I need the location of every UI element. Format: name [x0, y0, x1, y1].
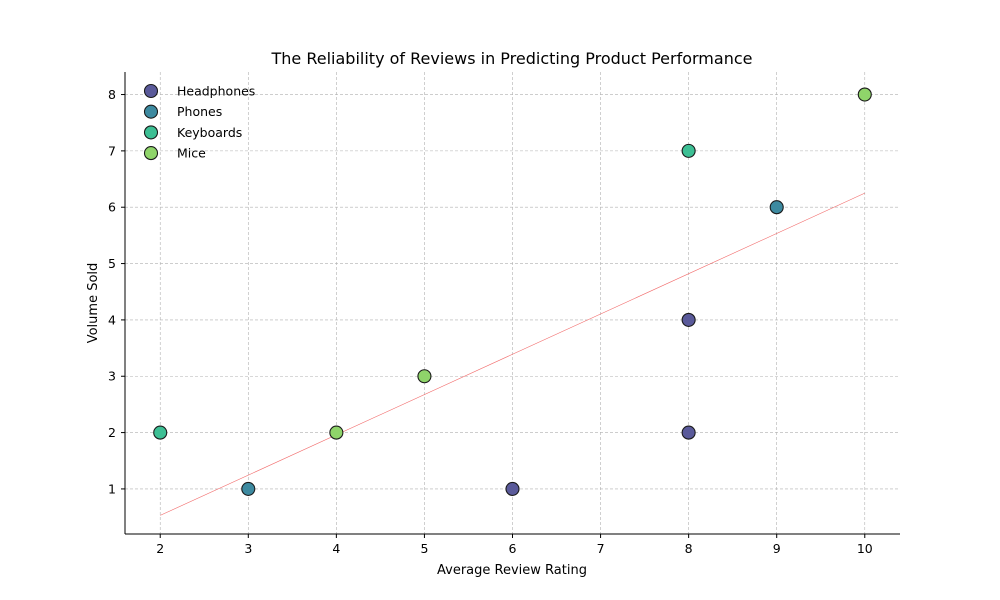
- x-tick-label: 2: [156, 541, 164, 556]
- data-point-headphones: [681, 425, 696, 440]
- x-tick-label: 5: [420, 541, 428, 556]
- y-tick-label: 7: [108, 143, 116, 158]
- x-tick-label: 4: [332, 541, 340, 556]
- x-tick-label: 7: [597, 541, 605, 556]
- data-point-headphones: [505, 481, 520, 496]
- legend-marker-mice: [143, 146, 159, 161]
- data-points: [153, 87, 872, 496]
- y-tick-label: 6: [108, 200, 116, 215]
- data-point-phones: [241, 481, 256, 496]
- grid-lines: [125, 72, 900, 534]
- y-axis-title: Volume Sold: [86, 263, 101, 344]
- data-point-mice: [417, 369, 432, 384]
- x-tick-label: 6: [509, 541, 517, 556]
- y-tick-label: 8: [108, 87, 116, 102]
- y-tick-label: 5: [108, 256, 116, 271]
- y-tick-label: 3: [108, 369, 116, 384]
- x-tick-label: 10: [857, 541, 873, 556]
- x-tick-label: 3: [244, 541, 252, 556]
- legend-label-keyboards: Keyboards: [177, 125, 242, 140]
- y-tick-label: 4: [108, 312, 116, 327]
- legend-label-phones: Phones: [177, 104, 222, 119]
- y-ticks: 1 2 3 4 5 6 7 8: [108, 87, 125, 496]
- x-tick-label: 9: [773, 541, 781, 556]
- chart-title: The Reliability of Reviews in Predicting…: [271, 49, 753, 68]
- y-tick-label: 1: [108, 481, 116, 496]
- data-point-mice: [329, 425, 344, 440]
- data-point-keyboards: [153, 425, 168, 440]
- y-tick-label: 2: [108, 425, 116, 440]
- legend-marker-phones: [143, 104, 159, 119]
- legend-label-headphones: Headphones: [177, 84, 255, 99]
- x-ticks: 2 3 4 5 6 7 8 9 10: [156, 534, 873, 556]
- data-point-phones: [769, 200, 784, 215]
- data-point-headphones: [681, 312, 696, 327]
- x-tick-label: 8: [685, 541, 693, 556]
- trend-line: [160, 192, 865, 516]
- legend-marker-headphones: [143, 83, 159, 99]
- legend: Headphones Phones Keyboards Mice: [143, 83, 255, 161]
- data-point-keyboards: [681, 143, 696, 158]
- legend-label-mice: Mice: [177, 146, 206, 161]
- x-axis-title: Average Review Rating: [437, 563, 587, 578]
- data-point-mice: [857, 87, 872, 102]
- legend-marker-keyboards: [143, 125, 159, 140]
